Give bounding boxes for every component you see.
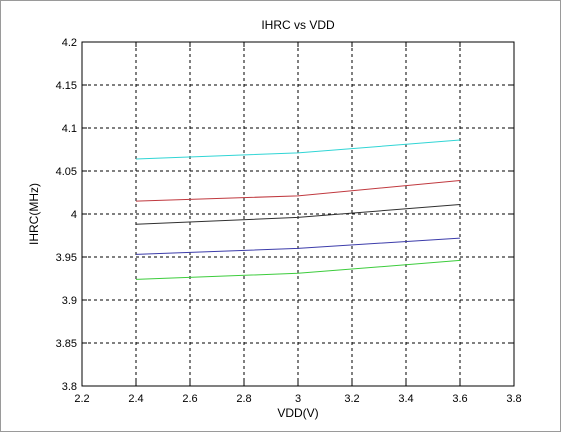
x-tick-label: 2.4	[128, 393, 143, 405]
chart-title: IHRC vs VDD	[261, 18, 335, 32]
x-tick-label: 2.2	[74, 393, 89, 405]
x-axis-title: VDD(V)	[277, 406, 318, 420]
series-line-1	[135, 139, 461, 160]
x-tick-label: 2.6	[182, 393, 197, 405]
y-axis-title: IHRC(MHz)	[27, 183, 41, 245]
x-tick-label: 3	[295, 393, 301, 405]
y-tick-label: 3.95	[56, 252, 77, 264]
x-tick-label: 3.4	[398, 393, 413, 405]
series-line-3	[135, 204, 461, 225]
y-tick-label: 4.1	[62, 123, 77, 135]
grid	[82, 42, 514, 386]
x-tick-label: 3.2	[344, 393, 359, 405]
x-tick-label: 3.8	[506, 393, 521, 405]
ticks	[81, 41, 515, 387]
y-tick-label: 3.8	[62, 381, 77, 393]
x-tick-label: 2.8	[236, 393, 251, 405]
tick-labels: 2.2 2.4 2.6 2.8 3 3.2 3.4 3.6 3.8 3.8 3.85 3.9 3.95 4…	[56, 37, 522, 405]
series-line-5	[135, 259, 461, 280]
y-tick-label: 4.05	[56, 166, 77, 178]
series-lines	[135, 139, 461, 280]
series-line-4	[135, 237, 461, 255]
y-tick-label: 3.85	[56, 338, 77, 350]
y-tick-label: 4	[71, 209, 77, 221]
y-tick-label: 4.15	[56, 80, 77, 92]
y-tick-label: 3.9	[62, 295, 77, 307]
y-tick-label: 4.2	[62, 37, 77, 49]
x-tick-label: 3.6	[452, 393, 467, 405]
series-line-2	[135, 180, 461, 202]
